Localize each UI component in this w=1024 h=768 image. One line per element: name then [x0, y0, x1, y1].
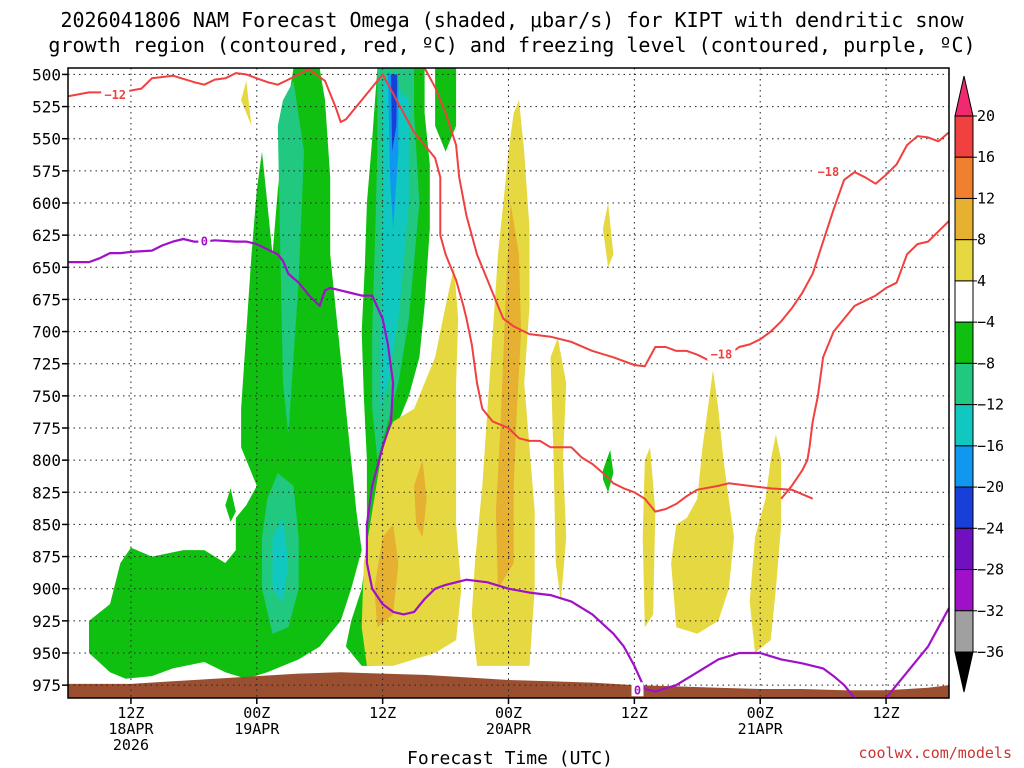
omega-region-descent-narrow — [550, 338, 567, 602]
colorbar-label-2: 12 — [977, 189, 995, 207]
y-tick-label-800: 800 — [32, 451, 61, 470]
colorbar-segment-2 — [954, 197, 974, 241]
x-tick-label-54-0: 12Z — [621, 704, 648, 722]
dendritic-contour-1 — [423, 68, 949, 368]
colorbar-segment-4 — [954, 280, 974, 323]
y-tick-label-500: 500 — [32, 65, 61, 84]
colorbar-top-triangle — [954, 75, 974, 117]
colorbar-label-9: −20 — [977, 478, 1004, 496]
y-tick-label-550: 550 — [32, 130, 61, 149]
dendritic-contour-layer — [68, 68, 949, 513]
colorbar-segment-1 — [954, 156, 974, 199]
colorbar-bottom-triangle — [954, 651, 974, 693]
y-tick-label-650: 650 — [32, 258, 61, 277]
y-tick-label-525: 525 — [32, 98, 61, 117]
omega-region-orange-cell-c — [414, 460, 427, 538]
x-tick-label-18-1: 19APR — [234, 720, 280, 738]
contour-label-layer: −12 −18 −18 0 0 — [101, 87, 843, 697]
y-tick-label-825: 825 — [32, 483, 61, 502]
y-tick-label-975: 975 — [32, 676, 61, 695]
x-tick-label-6-0: 12Z — [117, 704, 144, 722]
contour-label-4: 0 — [634, 683, 641, 697]
x-axis-label: Forecast Time (UTC) — [407, 748, 613, 768]
contour-label-bg-3 — [198, 233, 211, 248]
colorbar-segment-7 — [954, 404, 974, 447]
omega-region-aqua-lower — [272, 518, 289, 602]
colorbar-segment-9 — [954, 486, 974, 529]
chart-title-line-1: 2026041806 NAM Forecast Omega (shaded, μ… — [60, 8, 964, 32]
x-tick-label-18-0: 00Z — [243, 704, 270, 722]
y-tick-label-925: 925 — [32, 612, 61, 631]
x-tick-label-6-2: 2026 — [113, 736, 149, 754]
omega-shading-layer — [89, 68, 782, 679]
contour-label-bg-4 — [631, 682, 644, 697]
colorbar-label-7: −12 — [977, 396, 1004, 414]
colorbar-label-6: −8 — [977, 354, 995, 372]
y-tick-label-625: 625 — [32, 226, 61, 245]
colorbar-label-10: −24 — [977, 519, 1004, 537]
x-tick-label-66-1: 21APR — [738, 720, 784, 738]
colorbar-segment-11 — [954, 569, 974, 612]
x-tick-label-66-0: 00Z — [747, 704, 774, 722]
contour-label-bg-0 — [101, 87, 130, 101]
freezing-level-contour-1 — [885, 607, 949, 698]
x-tick-label-78-0: 12Z — [873, 704, 900, 722]
y-tick-label-725: 725 — [32, 355, 61, 374]
colorbar-label-13: −36 — [977, 643, 1004, 661]
colorbar-segment-10 — [954, 527, 974, 571]
y-tick-label-875: 875 — [32, 548, 61, 567]
y-tick-label-575: 575 — [32, 162, 61, 181]
credit-text: coolwx.com/models — [858, 744, 1012, 762]
colorbar-label-0: 20 — [977, 107, 995, 125]
plot-area: −12 −18 −18 0 0 — [67, 67, 950, 699]
contour-label-3: 0 — [201, 235, 208, 249]
contour-label-0: −12 — [104, 88, 126, 102]
colorbar-segment-5 — [954, 321, 974, 364]
colorbar-label-1: 16 — [977, 148, 995, 166]
colorbar: 20 16 12 8 4 −4 −8 −12 −16 −20 −24 −28 −32 −36 — [954, 75, 1004, 693]
dendritic-contour-0 — [68, 68, 814, 513]
y-tick-label-775: 775 — [32, 419, 61, 438]
colorbar-label-12: −32 — [977, 602, 1004, 620]
y-tick-label-750: 750 — [32, 387, 61, 406]
omega-region-cyan-upper-a — [277, 80, 304, 435]
x-tick-label-42-0: 00Z — [495, 704, 522, 722]
omega-region-aqua-core — [380, 74, 409, 409]
y-tick-label-600: 600 — [32, 194, 61, 213]
y-tick-label-900: 900 — [32, 580, 61, 599]
colorbar-label-11: −28 — [977, 561, 1004, 579]
colorbar-segment-0 — [954, 115, 974, 158]
contour-label-bg-1 — [814, 164, 843, 179]
omega-region-descent-left — [241, 80, 252, 126]
colorbar-segment-12 — [954, 610, 974, 653]
colorbar-label-3: 8 — [977, 231, 986, 249]
y-tick-label-950: 950 — [32, 644, 61, 663]
x-tick-label-6-1: 18APR — [108, 720, 154, 738]
colorbar-segment-3 — [954, 239, 974, 282]
chart-title-line-2: growth region (contoured, red, ºC) and f… — [48, 33, 975, 57]
x-tick-label-30-0: 12Z — [369, 704, 396, 722]
y-axis: 500 525 550 575 600 625 650 675 700 725 750 775 800 8… — [32, 65, 68, 695]
y-tick-label-675: 675 — [32, 290, 61, 309]
contour-label-1: −18 — [818, 165, 840, 179]
colorbar-segment-6 — [954, 362, 974, 406]
colorbar-label-5: −4 — [977, 313, 995, 331]
contour-label-bg-2 — [707, 346, 736, 361]
x-tick-label-42-1: 20APR — [486, 720, 532, 738]
dendritic-contour-2 — [780, 220, 949, 500]
y-tick-label-850: 850 — [32, 515, 61, 534]
omega-region-green-cell-left — [225, 488, 236, 522]
contour-label-2: −18 — [711, 348, 733, 362]
colorbar-label-8: −16 — [977, 437, 1004, 455]
omega-region-descent-21apr-a — [671, 370, 734, 634]
y-tick-label-700: 700 — [32, 323, 61, 342]
colorbar-label-4: 4 — [977, 272, 986, 290]
colorbar-segment-8 — [954, 445, 974, 488]
